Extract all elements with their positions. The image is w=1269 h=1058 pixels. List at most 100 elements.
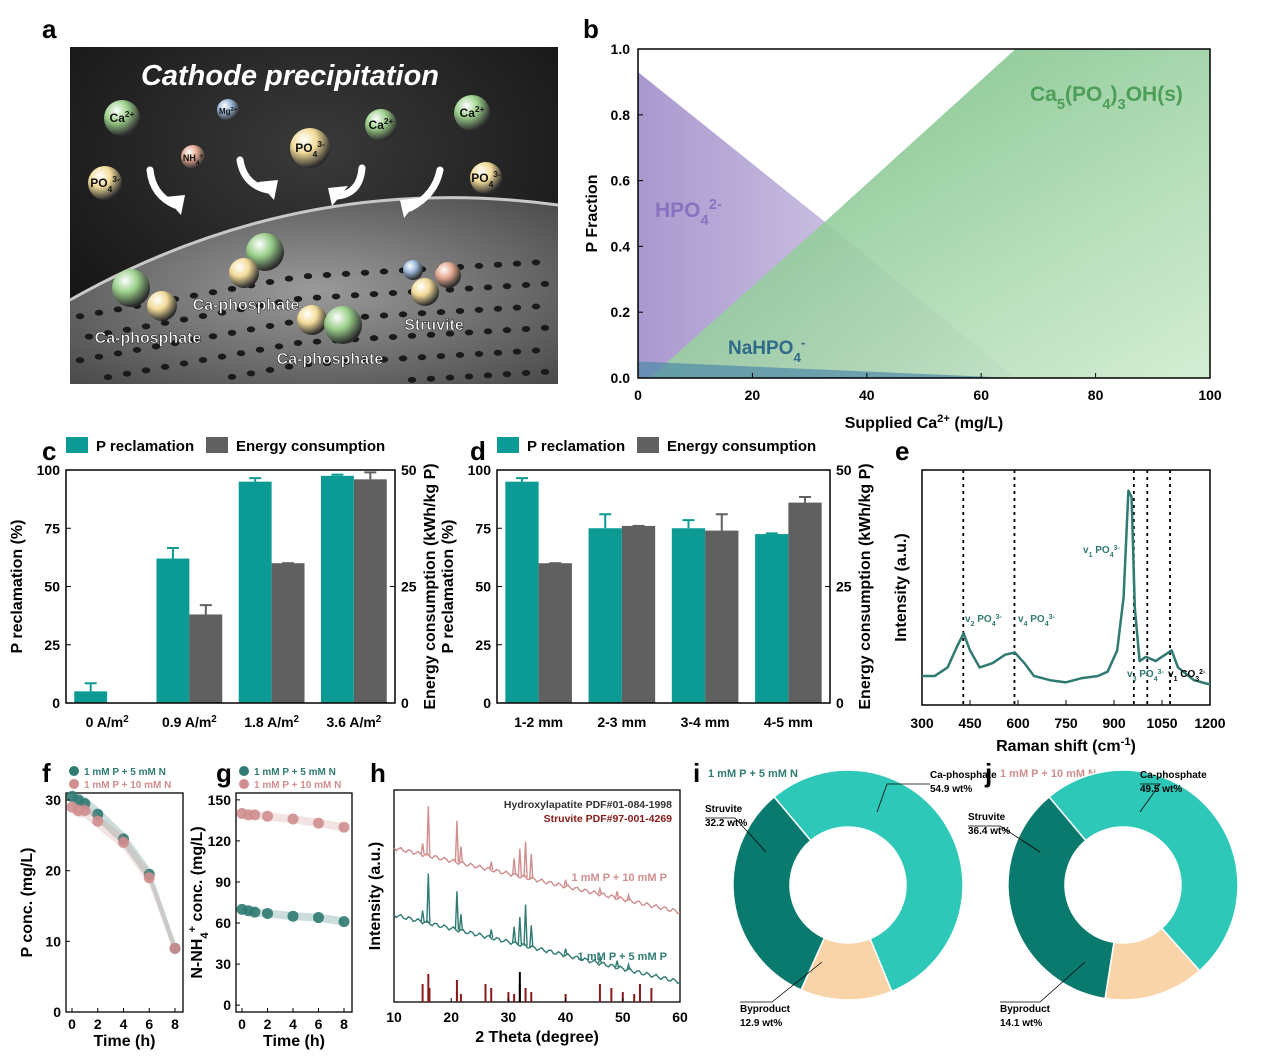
x-tick-label: 0: [634, 387, 642, 403]
mesh-hole: [322, 271, 332, 278]
y-tick-label: 25: [44, 637, 60, 653]
mesh-hole: [141, 323, 151, 330]
x-tick-label: 1050: [1146, 715, 1177, 731]
mesh-hole: [521, 370, 531, 377]
data-point: [338, 916, 350, 928]
xrd-peak: [489, 861, 494, 870]
x-tick-label: 750: [1054, 715, 1078, 731]
mesh-hole: [493, 261, 503, 268]
x-tick-label: 600: [1006, 715, 1030, 731]
xrd-peak: [517, 848, 523, 877]
mesh-hole: [122, 326, 132, 333]
data-point: [169, 942, 181, 954]
donut-slice-struvite: [732, 795, 826, 991]
ion-label: PO43-: [90, 174, 120, 194]
ion-sphere: [290, 128, 330, 168]
mesh-hole: [227, 373, 237, 380]
legend-swatch: [206, 437, 228, 453]
category-label: 1.8 A/m2: [244, 714, 299, 731]
category-label: 0.9 A/m2: [162, 714, 217, 731]
mesh-hole: [94, 309, 104, 316]
x-tick-label: 300: [910, 715, 934, 731]
x-tick-label: 100: [1198, 387, 1222, 403]
arrow-head: [400, 198, 420, 218]
donut-slice-ca-phosphate: [773, 769, 964, 993]
y2-tick-label: 50: [836, 462, 852, 478]
mesh-hole: [236, 306, 246, 313]
x-axis-label: Time (h): [263, 1033, 325, 1050]
y-tick-label: 75: [44, 520, 60, 536]
ion-sphere: [104, 100, 140, 136]
ion-sphere: [217, 99, 239, 121]
x-tick-label: 2: [264, 1016, 272, 1032]
y-tick-label: 10: [45, 933, 61, 949]
bar-energy: [621, 525, 656, 703]
xrd-pattern: [393, 913, 681, 985]
data-point: [143, 872, 155, 884]
x-tick-label: 2: [94, 1016, 102, 1032]
mesh-hole: [284, 319, 294, 326]
donut-slice-struvite: [1007, 795, 1115, 1000]
confidence-band: [72, 800, 175, 956]
mesh-hole: [303, 273, 313, 280]
mesh-hole: [312, 338, 322, 345]
mesh-hole: [388, 290, 398, 297]
panel-b: 0 20 40 60 80 100 0.0 0.2 0.4 0.6 0.8 1.0 P Fraction…: [584, 41, 1222, 432]
leader-line: [740, 961, 823, 1003]
category-label: 4-5 mm: [764, 714, 813, 730]
legend-label: P reclamation: [96, 438, 194, 455]
x-tick-label: 40: [859, 387, 875, 403]
legend-label: 1 mM P + 10 mM N: [254, 780, 341, 791]
mesh-rim: [69, 196, 559, 302]
panel-i-letter: i: [693, 758, 700, 788]
deposit-sphere: [324, 306, 362, 344]
ion-label: Ca2+: [369, 116, 394, 132]
panel-a-title: Cathode precipitation: [141, 60, 439, 92]
y2-tick-label: 25: [401, 579, 417, 595]
category-label: 0 A/m2: [86, 714, 130, 731]
mesh-hole: [94, 353, 104, 360]
mesh-hole: [464, 329, 474, 336]
xrd-peak: [523, 904, 528, 946]
panel-f: 1 mM P + 5 mM N 1 mM P + 10 mM N 0 2 4 6 8 0 10 2…: [19, 766, 184, 1050]
y2-tick-label: 0: [401, 695, 409, 711]
bar-p-reclamation: [74, 691, 108, 703]
bar-p-reclamation: [588, 528, 622, 703]
mesh-hole: [407, 376, 417, 383]
data-point: [118, 836, 129, 848]
y-axis-label: Intensity (a.u.): [367, 842, 384, 950]
y-tick-label: 0.2: [611, 304, 631, 320]
xrd-peak: [420, 843, 425, 855]
data-point: [287, 813, 299, 825]
y-tick-label: 50: [44, 579, 60, 595]
x-tick-label: 60: [672, 1009, 688, 1025]
mesh-hole: [151, 343, 161, 350]
x-tick-label: 4: [289, 1016, 297, 1032]
y-tick-label: 30: [215, 956, 231, 972]
mesh-hole: [179, 360, 189, 367]
legend-label: Energy consumption: [667, 438, 816, 455]
mesh-hole: [445, 286, 455, 293]
mesh-hole: [331, 293, 341, 300]
x-axis-label: Raman shift (cm-1): [996, 736, 1136, 755]
y-tick-label: 0: [52, 695, 60, 711]
bar-p-reclamation: [238, 481, 272, 703]
mesh-hole: [141, 367, 151, 374]
bar-p-reclamation: [320, 475, 354, 703]
mesh-hole: [217, 309, 227, 316]
xrd-peak: [489, 929, 494, 938]
y-tick-label: 75: [475, 520, 491, 536]
xrd-peak: [454, 891, 460, 930]
xrd-pattern: [393, 846, 681, 915]
xrd-peak: [597, 955, 603, 964]
mesh-hole: [246, 326, 256, 333]
x-tick-label: 40: [558, 1009, 574, 1025]
x-tick-label: 8: [340, 1016, 348, 1032]
legend-label: P reclamation: [527, 438, 625, 455]
leader-line: [968, 825, 1041, 853]
panel-i: 1 mM P + 5 mM N Ca-phosphate 54.9 wt% Struv…: [705, 768, 997, 1029]
x-tick-label: 6: [145, 1016, 153, 1032]
panel-i-title: 1 mM P + 5 mM N: [708, 768, 798, 780]
ion-label: Ca2+: [110, 109, 135, 125]
plot-frame: [235, 792, 353, 1013]
